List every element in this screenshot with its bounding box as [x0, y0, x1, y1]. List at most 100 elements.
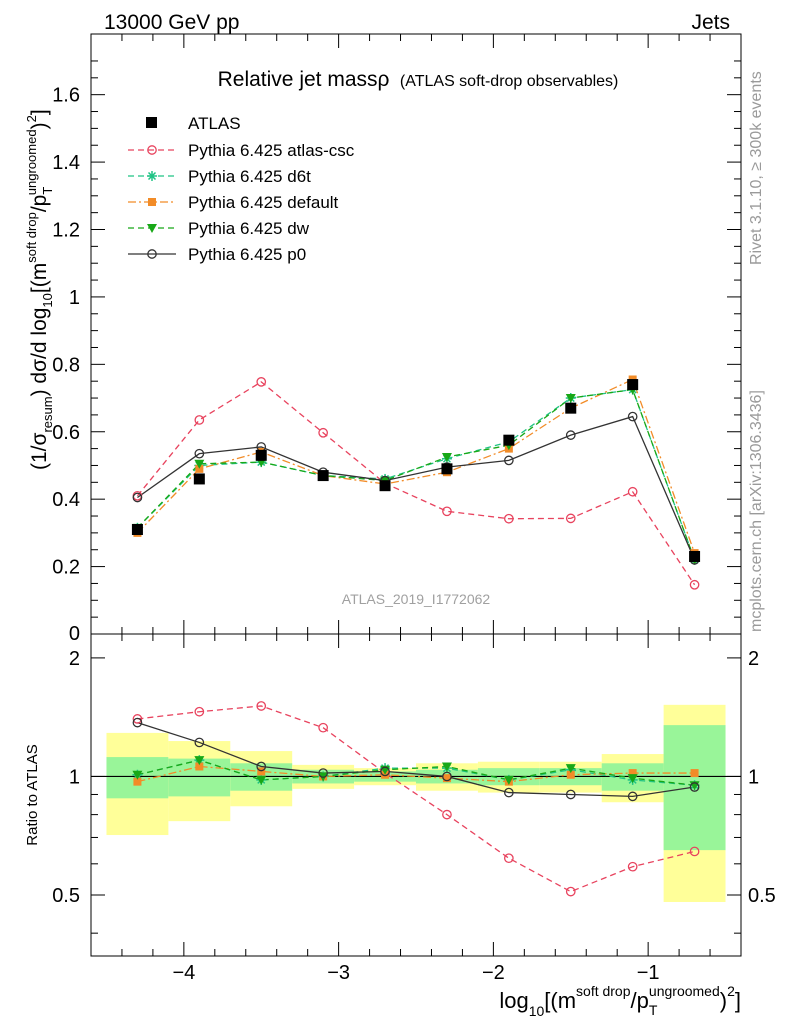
y-tick-label-main: 0.2: [52, 557, 80, 579]
point-ratio-4-8: [627, 791, 638, 802]
point-main-4-7: [565, 430, 576, 440]
atlas-point-2: [255, 449, 267, 461]
series-line-ratio-4: [137, 721, 695, 798]
point-main-3-7: [565, 394, 576, 404]
legend-marker-1-stroke: [147, 171, 157, 181]
point-ratio-0-9: [689, 846, 700, 857]
point-ratio-0-3: [318, 722, 328, 733]
y-tick-label-ratio-left: 2: [69, 648, 80, 670]
y-tick-label-main: 1.4: [52, 152, 80, 174]
point-ratio-3-6: [503, 775, 514, 785]
y-tick-label-ratio-left: 0.5: [52, 885, 80, 907]
point-main-3-1: [194, 459, 205, 469]
y-tick-label-main-zero: 0: [69, 623, 80, 645]
legend-label-1: Pythia 6.425 d6t: [188, 167, 311, 186]
atlas-point-9: [689, 550, 701, 562]
atlas-point-5: [441, 463, 453, 475]
legend-marker-4: [147, 249, 157, 259]
series-line-ratio-2: [137, 765, 695, 783]
y-tick-label-ratio-right: 1: [748, 766, 759, 788]
x-tick-label: −2: [482, 962, 505, 984]
legend-marker-0: [147, 145, 157, 155]
point-ratio-4-4: [380, 766, 390, 777]
point-ratio-3-7: [565, 764, 576, 774]
x-tick-label: −3: [327, 962, 350, 984]
point-main-0-9: [689, 579, 700, 590]
point-main-0-6: [504, 513, 514, 524]
point-ratio-3-1: [194, 756, 205, 766]
legend-marker-3: [147, 224, 157, 233]
ratio-bands: [106, 704, 726, 902]
point-main-4-1: [194, 448, 205, 459]
point-main-4-0: [132, 492, 143, 503]
y-tick-label-main: 0.8: [52, 354, 80, 376]
point-main-0-3: [318, 427, 328, 438]
atlas-point-1: [193, 473, 205, 485]
y-tick-label-main: 0.4: [52, 489, 80, 511]
y-tick-label-ratio-right: 2: [748, 648, 759, 670]
atlas-point-7: [565, 402, 577, 414]
point-ratio-4-3: [318, 768, 328, 778]
point-ratio-2-8: [628, 769, 637, 778]
point-ratio-0-2: [256, 701, 267, 711]
point-main-0-2: [256, 377, 267, 387]
y-tick-label-main: 1: [69, 287, 80, 309]
ratio-panel-frame: [90, 633, 742, 957]
legend-atlas-marker: [146, 117, 157, 128]
series-line-ratio-3: [137, 759, 695, 786]
series-line-ratio-0: [137, 705, 695, 893]
point-main-0-5: [442, 506, 452, 517]
point-ratio-3-0: [132, 770, 143, 780]
y-tick-label-main: 1.2: [52, 220, 80, 242]
axes-ticks: −4 −3 −2 −1 0.2 0.4 0.6 0.8 1 1.2 1.4 1.6 0 0.5 0.5 1 1 2…: [52, 34, 776, 984]
point-ratio-4-7: [565, 789, 576, 800]
point-ratio-0-1: [194, 706, 205, 717]
point-ratio-0-7: [565, 886, 576, 897]
point-ratio-2-7: [566, 770, 575, 779]
point-main-4-6: [504, 455, 514, 466]
point-ratio-0-6: [504, 853, 514, 864]
legend: ATLAS Pythia 6.425 atlas-csc Pythia 6.425…: [128, 114, 355, 264]
point-ratio-4-2: [256, 761, 267, 772]
series-line-main-0: [136, 381, 696, 586]
point-ratio-2-4: [381, 770, 390, 779]
point-ratio-2-0: [133, 777, 142, 786]
rivet-note: Rivet 3.1.10, ≥ 300k events: [748, 71, 765, 265]
series-line-main-3: [136, 388, 696, 561]
y-tick-label-ratio-right: 0.5: [748, 885, 776, 907]
y-tick-label-main: 0.6: [52, 422, 80, 444]
legend-label-4: Pythia 6.425 p0: [188, 245, 306, 264]
y-axis-label-ratio: Ratio to ATLAS: [24, 744, 41, 845]
series-line-main-1: [136, 388, 696, 561]
point-ratio-0-8: [627, 861, 638, 872]
point-main-2-1: [195, 464, 204, 473]
point-ratio-0-0: [132, 714, 143, 724]
point-ratio-4-9: [689, 782, 700, 792]
chart-title: Relative jet massρ (ATLAS soft-drop obse…: [218, 68, 619, 91]
point-ratio-4-1: [194, 737, 205, 748]
point-ratio-2-5: [442, 774, 451, 783]
point-main-4-8: [627, 411, 638, 422]
legend-label-0: Pythia 6.425 atlas-csc: [188, 141, 355, 160]
series-lines: [136, 378, 696, 893]
x-tick-label: −1: [637, 962, 660, 984]
x-tick-label: −4: [172, 962, 195, 984]
point-ratio-2-1: [195, 762, 204, 771]
point-ratio-4-6: [504, 787, 514, 798]
atlas-point-3: [317, 470, 329, 482]
point-main-0-7: [565, 513, 576, 524]
legend-label-3: Pythia 6.425 dw: [188, 219, 310, 238]
point-ratio-3-5: [441, 762, 452, 772]
legend-label-2: Pythia 6.425 default: [188, 193, 339, 212]
chart-title-sub: (ATLAS soft-drop observables): [400, 73, 618, 90]
header-right: Jets: [691, 11, 730, 34]
chart-title-main: Relative jet massρ: [218, 68, 390, 91]
series-line-main-2: [136, 378, 696, 554]
legend-marker-1: [147, 171, 157, 181]
point-main-3-5: [441, 453, 452, 463]
x-axis-label: log10[(msoft drop/pTungroomed)2]: [499, 983, 741, 1019]
atlas-point-4: [379, 480, 391, 492]
point-main-0-8: [627, 486, 638, 497]
atlas-point-6: [503, 434, 515, 446]
